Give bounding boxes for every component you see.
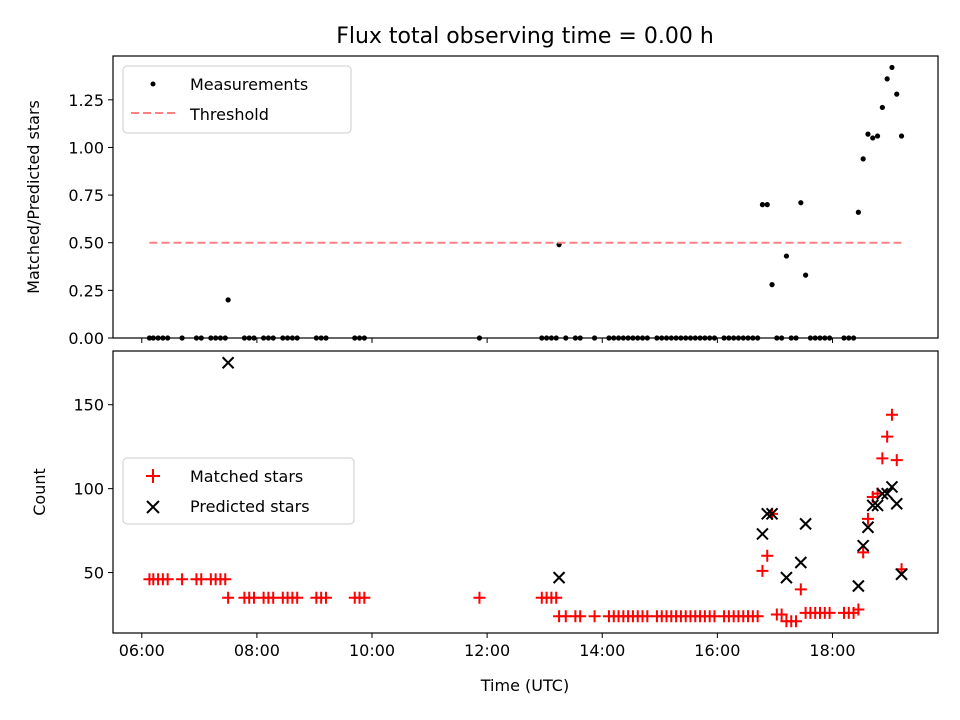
matched-star-point <box>775 608 788 621</box>
predicted-star-point <box>852 579 865 593</box>
measurement-point <box>759 202 766 208</box>
top-y-tick-label: 0.50 <box>68 234 104 253</box>
legend-label-threshold: Threshold <box>189 105 269 124</box>
bottom-panel-frame <box>112 350 939 634</box>
bottom-y-tick-label: 100 <box>73 480 104 499</box>
legend-label-measurements: Measurements <box>190 75 308 94</box>
predicted-star-point <box>895 568 908 581</box>
matched-star-point <box>319 591 332 604</box>
measurement-point <box>803 272 809 278</box>
x-axis-label: Time (UTC) <box>480 676 569 695</box>
x-tick-label: 06:00 <box>119 641 165 660</box>
bottom-legend-frame <box>122 457 355 525</box>
predicted-star-point <box>756 527 769 541</box>
bottom-y-tick-label: 50 <box>84 564 104 583</box>
measurement-point <box>884 76 890 82</box>
x-tick-label: 12:00 <box>464 641 510 660</box>
matched-star-point <box>876 452 889 465</box>
predicted-star-point <box>866 499 879 512</box>
predicted-star-point <box>761 507 774 521</box>
predicted-star-point <box>780 571 793 584</box>
matched-star-point <box>219 573 232 586</box>
matched-star-point <box>857 546 870 559</box>
top-panel-frame <box>112 55 939 339</box>
measurement-point <box>764 202 770 208</box>
predicted-star-point <box>880 487 894 500</box>
measurement-point <box>898 133 905 139</box>
measurement-point <box>798 200 804 206</box>
predicted-star-point <box>221 356 235 369</box>
matched-star-point <box>291 591 304 604</box>
matched-star-point <box>761 549 774 562</box>
matched-star-point <box>161 573 174 586</box>
predicted-star-point <box>885 480 899 494</box>
x-tick-label: 18:00 <box>809 641 855 660</box>
matched-star-point <box>751 610 764 623</box>
x-tick-label: 10:00 <box>349 641 395 660</box>
matched-star-point <box>574 610 587 623</box>
predicted-star-point <box>552 571 566 584</box>
x-tick-label: 08:00 <box>234 641 280 660</box>
legend-marker-measurements <box>150 81 156 87</box>
bottom-y-tick-label: 150 <box>73 396 104 415</box>
legend-marker-predicted <box>146 500 160 514</box>
predicted-star-point <box>861 521 875 534</box>
predicted-star-point <box>871 499 884 512</box>
bottom-legend: Matched stars Predicted stars <box>122 457 355 525</box>
matched-star-point <box>756 564 769 577</box>
legend-marker-matched <box>146 469 160 483</box>
matched-star-point <box>885 408 898 421</box>
matched-star-point <box>861 512 874 525</box>
measurement-point <box>860 156 866 162</box>
measurement-point <box>889 64 895 71</box>
legend-label-predicted: Predicted stars <box>190 497 310 516</box>
top-y-tick-label: 1.00 <box>68 138 104 157</box>
top-legend-frame <box>122 65 352 134</box>
predicted-star-point <box>799 517 812 531</box>
top-y-tick-label: 1.25 <box>68 91 104 110</box>
matched-star-point <box>790 615 803 628</box>
matched-star-point <box>176 573 189 586</box>
predicted-star-point <box>890 497 903 510</box>
matched-star-point <box>881 430 894 443</box>
x-tick-label: 16:00 <box>694 641 740 660</box>
matched-star-point <box>823 606 836 619</box>
matched-star-point <box>890 454 903 467</box>
matched-star-point <box>588 610 601 623</box>
chart-title: Flux total observing time = 0.00 h <box>336 24 714 49</box>
measurement-point <box>855 209 861 215</box>
measurement-point <box>879 104 885 111</box>
measurement-point <box>865 131 871 137</box>
predicted-star-point <box>794 556 808 569</box>
matched-star-point <box>550 591 563 604</box>
predicted-star-point <box>876 487 889 500</box>
measurement-point <box>874 133 881 139</box>
measurement-point <box>894 91 900 97</box>
matched-star-point <box>794 583 807 596</box>
top-y-tick-label: 0.00 <box>68 329 104 348</box>
measurement-point <box>783 253 790 259</box>
predicted-star-point <box>856 539 870 552</box>
measurement-point <box>225 297 231 303</box>
measurement-point <box>769 282 775 288</box>
matched-star-point <box>358 591 371 604</box>
predicted-star-point <box>765 507 779 521</box>
legend-label-matched: Matched stars <box>190 467 303 486</box>
bottom-y-axis-label: Count <box>30 468 49 516</box>
x-tick-label: 14:00 <box>579 641 625 660</box>
matched-star-point <box>222 591 235 604</box>
measurement-point <box>870 135 876 141</box>
top-legend: Measurements Threshold <box>122 65 352 134</box>
matched-star-point <box>473 591 486 604</box>
top-y-tick-label: 0.25 <box>68 281 104 300</box>
top-y-tick-label: 0.75 <box>68 186 104 205</box>
top-y-axis-label: Matched/Predicted stars <box>24 100 43 294</box>
bottom-panel-plot-area: 06:00 08:00 10:00 12:00 14:00 16:00 18:00 50 100… <box>73 356 908 660</box>
matched-star-point <box>852 603 865 616</box>
